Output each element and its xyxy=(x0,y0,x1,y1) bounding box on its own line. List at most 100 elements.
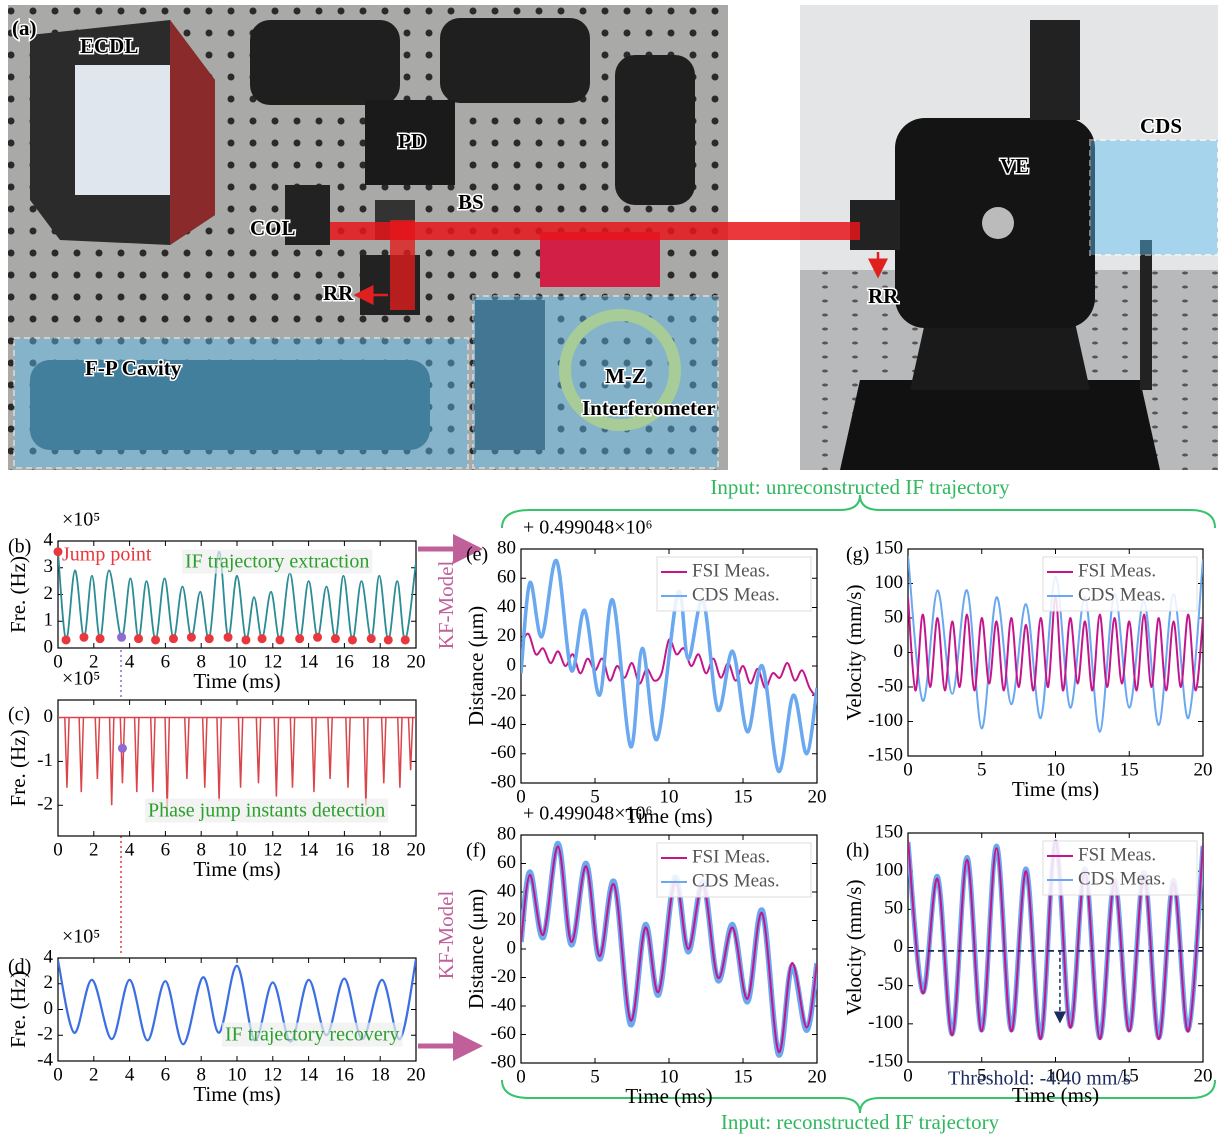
marker xyxy=(241,635,250,644)
x-axis-label: Time (ms) xyxy=(193,1082,280,1106)
y-tick-label: -4 xyxy=(37,1049,53,1070)
panel-label: (c) xyxy=(8,704,30,726)
y-tick-label: -40 xyxy=(491,994,516,1015)
x-tick-label: 14 xyxy=(299,839,319,860)
legend-label: CDS Meas. xyxy=(692,870,780,891)
marker xyxy=(401,635,410,644)
x-axis-label: Time (ms) xyxy=(193,669,280,693)
x-tick-label: 16 xyxy=(335,839,354,860)
photo-label: M-Z xyxy=(605,364,646,388)
axis-offset: + 0.499048×10⁶ xyxy=(523,803,653,825)
y-tick-label: 80 xyxy=(497,823,516,844)
photo-label: PD xyxy=(398,129,426,153)
x-tick-label: 5 xyxy=(977,759,987,780)
y-tick-label: 150 xyxy=(875,537,904,558)
x-tick-label: 14 xyxy=(299,651,319,672)
y-tick-label: 80 xyxy=(497,537,516,558)
marker xyxy=(367,634,376,643)
legend-label: FSI Meas. xyxy=(1078,560,1156,581)
marker xyxy=(118,744,127,753)
x-tick-label: 16 xyxy=(335,1064,354,1085)
marker xyxy=(62,635,71,644)
bracket-label: Input: reconstructed IF trajectory xyxy=(721,1110,1000,1134)
y-tick-label: 150 xyxy=(875,821,904,842)
y-tick-label: 4 xyxy=(44,529,54,550)
x-axis-label: Time (ms) xyxy=(1012,777,1099,801)
photo-label: CDS xyxy=(1140,114,1182,138)
y-tick-label: -60 xyxy=(491,742,516,763)
x-tick-label: 0 xyxy=(53,1064,63,1085)
marker xyxy=(258,634,267,643)
figure: (a) ECDLPDBSCOLRRF-P CavityM-ZInterferom… xyxy=(0,0,1225,1135)
y-tick-label: 40 xyxy=(497,596,516,617)
legend-label: FSI Meas. xyxy=(692,560,770,581)
model-label: KF-Model xyxy=(434,891,458,980)
x-tick-label: 4 xyxy=(125,1064,135,1085)
y-tick-label: 0 xyxy=(894,641,904,662)
photo-right xyxy=(800,5,1218,470)
y-tick-label: 60 xyxy=(497,852,516,873)
legend-label: CDS Meas. xyxy=(692,584,780,605)
x-tick-label: 16 xyxy=(335,651,354,672)
x-axis-label: Time (ms) xyxy=(625,1084,712,1108)
panel-label: (b) xyxy=(8,536,31,558)
chart: 05101520-80-60-40-20020406080FSI Meas.CD… xyxy=(464,517,827,828)
x-tick-label: 0 xyxy=(516,1066,526,1087)
y-tick-label: 0 xyxy=(507,654,517,675)
marker xyxy=(96,634,105,643)
y-tick-label: -150 xyxy=(868,744,903,765)
x-tick-label: 6 xyxy=(161,1064,171,1085)
x-tick-label: 5 xyxy=(590,1066,600,1087)
photo-label: F-P Cavity xyxy=(85,356,182,380)
annotation: Phase jump instants detection xyxy=(148,800,385,822)
y-tick-label: 50 xyxy=(884,606,903,627)
x-tick-label: 20 xyxy=(407,651,426,672)
x-tick-label: 15 xyxy=(734,786,753,807)
photo-label: VE xyxy=(1000,154,1029,178)
x-tick-label: 18 xyxy=(371,651,390,672)
bracket-label: Input: unreconstructed IF trajectory xyxy=(710,475,1010,499)
y-tick-label: 100 xyxy=(875,860,904,881)
annotation: IF trajectory extraction xyxy=(185,551,369,573)
x-tick-label: 15 xyxy=(734,1066,753,1087)
y-tick-label: -2 xyxy=(37,1024,53,1045)
y-axis-label: Fre. (Hz) xyxy=(6,730,30,807)
y-tick-label: -60 xyxy=(491,1023,516,1044)
marker xyxy=(348,635,357,644)
y-axis-label: Velocity (mm/s) xyxy=(842,880,866,1016)
x-tick-label: 20 xyxy=(808,1066,827,1087)
photo-label: COL xyxy=(250,216,296,240)
x-tick-label: 2 xyxy=(89,839,99,860)
y-tick-label: 100 xyxy=(875,572,904,593)
y-tick-label: 4 xyxy=(44,946,54,967)
marker xyxy=(134,634,143,643)
chart: 05101520-150-100-50050100150FSI Meas.CDS… xyxy=(842,537,1213,800)
axis-multiplier: ×10⁵ xyxy=(62,926,100,948)
annotation: Threshold: -4.40 mm/s xyxy=(948,1068,1131,1090)
marker xyxy=(187,633,196,642)
y-tick-label: -80 xyxy=(491,1051,516,1072)
panel-label: (g) xyxy=(846,544,869,566)
panel-label: (a) xyxy=(12,16,37,40)
photo-label: Interferometer xyxy=(582,396,716,420)
marker xyxy=(151,635,160,644)
marker xyxy=(295,634,304,643)
y-tick-label: -50 xyxy=(878,675,903,696)
x-tick-label: 20 xyxy=(808,786,827,807)
photo-label: BS xyxy=(458,190,484,214)
marker xyxy=(275,635,284,644)
y-tick-label: 0 xyxy=(507,937,517,958)
y-axis-label: Velocity (mm/s) xyxy=(842,585,866,721)
marker xyxy=(79,633,88,642)
x-tick-label: 18 xyxy=(371,1064,390,1085)
y-tick-label: 0 xyxy=(44,998,54,1019)
y-tick-label: -150 xyxy=(868,1050,903,1071)
marker xyxy=(205,634,214,643)
y-tick-label: -20 xyxy=(491,684,516,705)
y-axis-label: Fre. (Hz) xyxy=(6,971,30,1048)
